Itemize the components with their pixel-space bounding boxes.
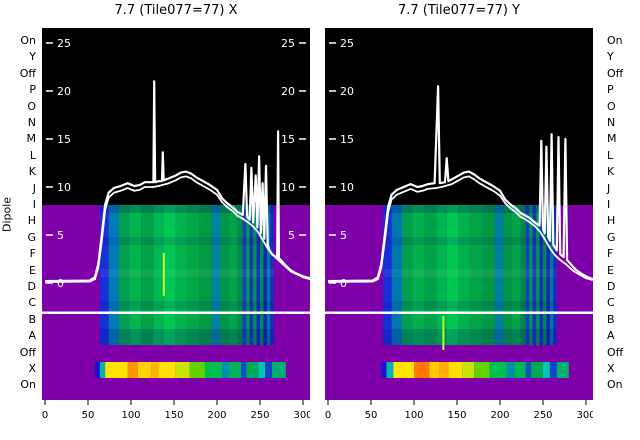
svg-text:25: 25 (57, 37, 71, 50)
row-label: Off (19, 345, 36, 359)
row-label: On (607, 34, 623, 47)
row-label: Off (19, 66, 36, 80)
svg-text:20: 20 (281, 85, 295, 98)
row-label: N (27, 116, 36, 129)
row-label: L (607, 148, 614, 162)
row-labels-right: On Y Off P O N M L K J I H G F E D C B A Off X On (607, 0, 639, 440)
svg-text:100: 100 (121, 410, 140, 421)
row-label: E (29, 263, 36, 277)
row-label: I (32, 198, 36, 211)
row-label: I (607, 198, 611, 211)
row-label: F (29, 247, 36, 261)
row-label: Y (607, 50, 614, 64)
svg-text:25: 25 (340, 37, 354, 50)
row-label: C (28, 296, 36, 310)
row-label: A (607, 329, 615, 343)
row-label: Off (607, 66, 624, 80)
svg-text:250: 250 (250, 410, 269, 421)
svg-text:50: 50 (82, 410, 95, 421)
row-label: G (27, 230, 36, 244)
svg-text:5: 5 (57, 229, 64, 242)
svg-text:100: 100 (404, 410, 423, 421)
svg-text:0: 0 (57, 277, 64, 290)
row-label: O (607, 99, 616, 113)
row-label: D (27, 280, 36, 293)
row-label: C (607, 296, 615, 310)
row-label: G (607, 230, 616, 244)
svg-text:10: 10 (281, 181, 295, 194)
row-label: On (20, 34, 36, 47)
svg-text:5: 5 (340, 229, 347, 242)
svg-text:0: 0 (340, 277, 347, 290)
svg-text:50: 50 (365, 410, 378, 421)
row-label: J (32, 181, 36, 195)
row-label: F (607, 247, 614, 261)
svg-text:20: 20 (57, 85, 71, 98)
svg-text:0: 0 (42, 410, 48, 421)
row-label: E (607, 263, 614, 277)
row-label: J (607, 181, 611, 195)
svg-text:200: 200 (490, 410, 509, 421)
svg-text:20: 20 (340, 85, 354, 98)
svg-text:150: 150 (447, 410, 466, 421)
svg-text:150: 150 (164, 410, 183, 421)
row-label: B (607, 312, 615, 326)
row-label: Y (29, 50, 36, 64)
row-label: On (20, 378, 36, 392)
svg-text:15: 15 (340, 133, 354, 146)
row-label: On (607, 378, 623, 392)
panel-x-title: 7.7 (Tile077=77) X (114, 3, 238, 18)
row-label: M (26, 132, 37, 146)
svg-text:15: 15 (57, 133, 71, 146)
svg-text:5: 5 (288, 229, 295, 242)
svg-text:0: 0 (325, 410, 331, 421)
svg-text:300: 300 (293, 410, 310, 421)
row-label: B (28, 312, 36, 326)
svg-text:250: 250 (533, 410, 552, 421)
svg-text:25: 25 (281, 37, 295, 50)
svg-text:15: 15 (281, 133, 295, 146)
svg-text:200: 200 (207, 410, 226, 421)
row-label: H (607, 214, 616, 228)
row-label: P (607, 83, 614, 97)
panel-y-title: 7.7 (Tile077=77) Y (397, 3, 521, 18)
row-label: D (607, 280, 616, 293)
row-label: X (28, 362, 36, 375)
row-label: K (28, 165, 36, 179)
row-label: N (607, 116, 616, 129)
row-label: L (29, 148, 36, 162)
row-labels-left: On Y Off P O N M L K J I H G F E D C B A Off X On (2, 0, 38, 440)
row-label: H (27, 214, 36, 228)
row-label: P (29, 83, 36, 97)
row-label: Off (607, 345, 624, 359)
svg-text:10: 10 (340, 181, 354, 194)
svg-text:300: 300 (576, 410, 593, 421)
row-label: A (28, 329, 36, 343)
row-label: K (607, 165, 615, 179)
row-label: O (27, 99, 36, 113)
row-label: X (607, 362, 615, 375)
row-label: M (607, 132, 617, 146)
svg-text:10: 10 (57, 181, 71, 194)
